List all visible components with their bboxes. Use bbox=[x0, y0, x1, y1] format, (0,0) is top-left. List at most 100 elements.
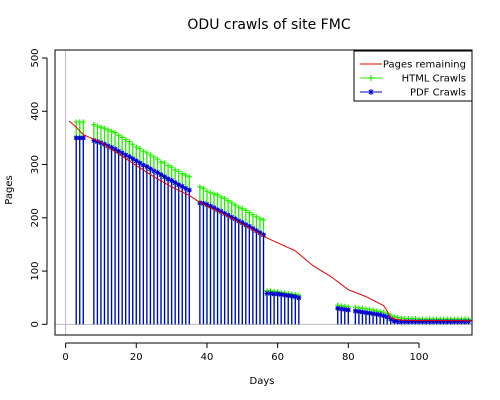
html-crawl-marker bbox=[133, 144, 139, 150]
html-crawl-marker bbox=[109, 129, 115, 135]
pdf-crawl-marker bbox=[176, 182, 182, 188]
html-crawl-marker bbox=[246, 209, 252, 215]
pdf-crawl-marker bbox=[412, 319, 418, 325]
x-tick-label: 80 bbox=[342, 352, 355, 363]
legend-label: Pages remaining bbox=[383, 60, 466, 71]
html-crawl-marker bbox=[257, 216, 263, 222]
pdf-crawl-marker bbox=[183, 186, 189, 192]
pdf-crawl-marker bbox=[430, 319, 436, 325]
html-crawl-marker bbox=[105, 127, 111, 133]
pdf-crawl-marker bbox=[165, 176, 171, 182]
html-crawl-marker bbox=[222, 196, 228, 202]
pdf-crawl-marker bbox=[137, 160, 143, 166]
pdf-crawl-marker bbox=[437, 319, 443, 325]
pdf-crawl-marker bbox=[162, 174, 168, 180]
x-tick-label: 100 bbox=[409, 352, 428, 363]
pages-remaining-line bbox=[68, 120, 472, 322]
pdf-crawl-marker bbox=[455, 319, 461, 325]
pdf-crawl-marker bbox=[381, 313, 387, 319]
pdf-crawl-marker bbox=[363, 310, 369, 316]
pdf-crawl-marker bbox=[172, 180, 178, 186]
x-tick-label: 40 bbox=[201, 352, 214, 363]
pdf-crawl-marker bbox=[112, 146, 118, 152]
pdf-crawl-marker bbox=[462, 319, 468, 325]
pdf-crawl-marker bbox=[444, 319, 450, 325]
pdf-crawl-marker bbox=[359, 309, 365, 315]
pdf-crawl-marker bbox=[186, 187, 192, 193]
pdf-crawl-marker bbox=[352, 308, 358, 314]
html-crawl-marker bbox=[176, 168, 182, 174]
pdf-crawl-marker bbox=[179, 183, 185, 189]
html-crawl-marker bbox=[211, 191, 217, 197]
pdf-crawl-marker bbox=[278, 292, 284, 298]
pdf-crawl-marker bbox=[144, 164, 150, 170]
html-crawl-marker bbox=[130, 141, 136, 147]
html-crawl-marker bbox=[101, 125, 107, 131]
pdf-crawl-marker bbox=[207, 203, 213, 209]
y-tick-label: 100 bbox=[30, 262, 41, 281]
html-crawl-marker bbox=[200, 186, 206, 192]
pdf-crawl-marker bbox=[246, 223, 252, 229]
legend-label: PDF Crawls bbox=[410, 88, 466, 99]
pdf-crawl-marker bbox=[73, 135, 79, 141]
html-crawl-marker bbox=[140, 148, 146, 154]
html-crawl-marker bbox=[225, 198, 231, 204]
pdf-crawl-marker bbox=[338, 306, 344, 312]
html-crawl-marker bbox=[186, 174, 192, 180]
x-tick-label: 20 bbox=[130, 352, 143, 363]
pdf-crawl-marker bbox=[416, 319, 422, 325]
html-crawl-marker bbox=[94, 123, 100, 129]
html-crawl-marker bbox=[162, 160, 168, 166]
y-tick-label: 0 bbox=[30, 321, 41, 327]
html-crawl-marker bbox=[165, 163, 171, 169]
pdf-crawl-marker bbox=[465, 319, 471, 325]
html-crawl-marker bbox=[232, 202, 238, 208]
y-axis-label: Pages bbox=[4, 175, 15, 204]
pdf-crawl-marker bbox=[200, 200, 206, 206]
html-crawl-marker bbox=[147, 152, 153, 158]
html-crawl-marker bbox=[215, 192, 221, 198]
pdf-crawl-marker bbox=[296, 295, 302, 301]
pdf-crawl-marker bbox=[285, 293, 291, 299]
html-crawl-marker bbox=[172, 167, 178, 173]
pdf-crawl-marker bbox=[151, 168, 157, 174]
html-crawl-marker bbox=[204, 188, 210, 194]
pdf-crawl-marker bbox=[423, 319, 429, 325]
html-crawl-marker bbox=[137, 146, 143, 152]
pdf-crawl-marker bbox=[458, 319, 464, 325]
x-axis-label: Days bbox=[250, 376, 275, 387]
plot-area bbox=[55, 50, 472, 335]
html-crawl-marker bbox=[112, 130, 118, 136]
pdf-crawl-marker bbox=[409, 319, 415, 325]
legend-box bbox=[353, 50, 473, 102]
pdf-crawl-marker bbox=[116, 148, 122, 154]
html-crawl-marker bbox=[229, 200, 235, 206]
axes: 0 20 40 60 80 100 0 100 200 300 400 500 bbox=[30, 48, 473, 363]
html-crawl-marker bbox=[207, 190, 213, 196]
pdf-crawl-marker bbox=[218, 208, 224, 214]
html-crawl-marker bbox=[123, 136, 129, 142]
pdf-crawl-marker bbox=[367, 310, 373, 316]
html-crawl-marker bbox=[183, 172, 189, 178]
html-crawl-marker bbox=[158, 159, 164, 165]
pdf-crawl-marker bbox=[441, 319, 447, 325]
html-crawl-marker bbox=[236, 204, 242, 210]
pdf-crawl-marker bbox=[158, 172, 164, 178]
html-crawl-marker bbox=[116, 132, 122, 138]
pdf-crawl-marker bbox=[232, 216, 238, 222]
html-crawl-marker bbox=[239, 206, 245, 212]
html-crawl-marker bbox=[243, 207, 249, 213]
pdf-crawl-marker bbox=[169, 178, 175, 184]
pdf-crawl-marker bbox=[80, 135, 86, 141]
legend-label: HTML Crawls bbox=[402, 74, 466, 85]
pdf-crawl-marker bbox=[451, 319, 457, 325]
x-tick-label: 60 bbox=[271, 352, 284, 363]
html-crawl-marker bbox=[151, 154, 157, 160]
pdf-crawl-marker bbox=[391, 318, 397, 324]
pdf-crawl-marker bbox=[289, 293, 295, 299]
pdf-crawl-marker bbox=[222, 211, 228, 217]
pdf-crawl-marker bbox=[388, 316, 394, 322]
html-crawl-marker bbox=[80, 119, 86, 125]
pdf-crawl-marker bbox=[154, 170, 160, 176]
